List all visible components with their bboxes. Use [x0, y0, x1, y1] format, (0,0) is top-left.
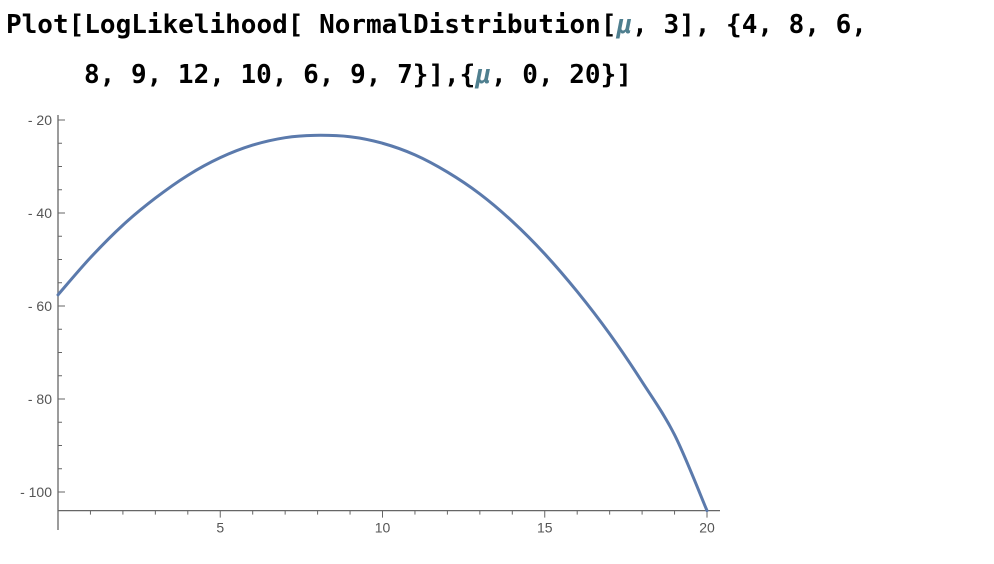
- y-tick-label: - 80: [28, 391, 52, 407]
- code-text: Plot[LogLikelihood[ NormalDistribution[: [6, 10, 617, 40]
- x-tick-label: 20: [699, 520, 715, 536]
- y-tick-label: - 40: [28, 205, 52, 221]
- code-text: , 3], {4, 8, 6,: [632, 10, 867, 40]
- code-text: 8, 9, 12, 10, 6, 9, 7}],{: [84, 60, 476, 90]
- input-line-2: 8, 9, 12, 10, 6, 9, 7}],{μ, 0, 20}]: [84, 60, 632, 90]
- plot-area: 5 10 15 20 - 20 - 40 - 60 - 80 - 100: [20, 112, 720, 536]
- x-tick-label: 10: [375, 520, 391, 536]
- log-likelihood-curve: [56, 133, 709, 513]
- y-tick-label: - 60: [28, 298, 52, 314]
- code-text: , 0, 20}]: [491, 60, 632, 90]
- input-line-1: Plot[LogLikelihood[ NormalDistribution[μ…: [6, 10, 867, 40]
- x-tick-label: 15: [537, 520, 553, 536]
- mu-symbol: μ: [616, 10, 633, 40]
- x-tick-label: 5: [216, 520, 224, 536]
- y-tick-label: - 100: [20, 484, 52, 500]
- axes: [57, 115, 720, 530]
- tick-labels: 5 10 15 20 - 20 - 40 - 60 - 80 - 100: [20, 112, 715, 536]
- y-tick-label: - 20: [28, 112, 52, 128]
- ticks: [58, 119, 708, 518]
- mu-symbol: μ: [475, 60, 491, 90]
